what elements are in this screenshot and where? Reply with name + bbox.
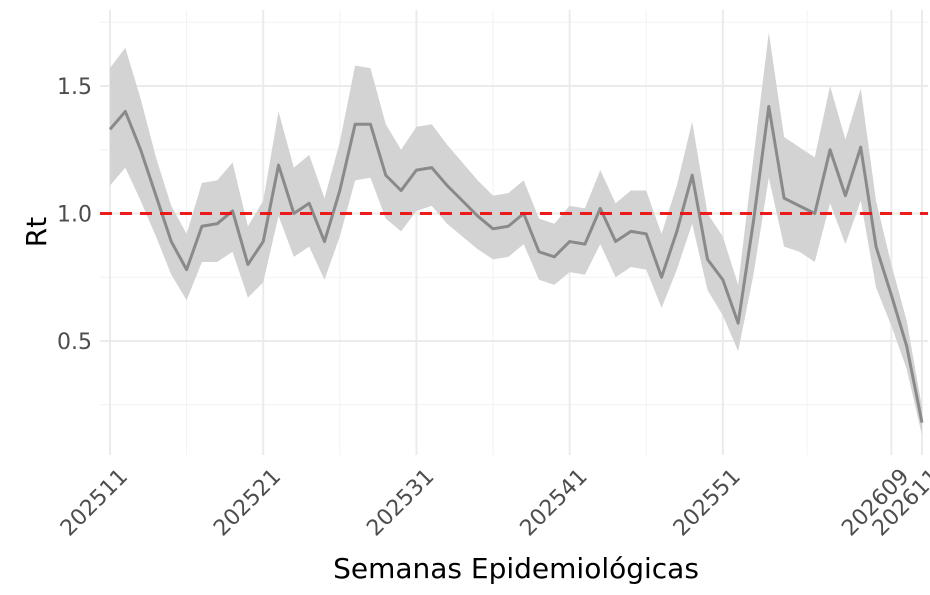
x-tick-label: 202541 (516, 464, 593, 541)
y-axis-title: Rt (20, 217, 53, 247)
x-tick-label: 202521 (209, 464, 286, 541)
x-tick-label: 202531 (362, 464, 439, 541)
line (108, 104, 924, 423)
x-tick-label: 202551 (669, 464, 746, 541)
x-axis-title: Semanas Epidemiológicas (333, 552, 699, 585)
y-tick-label: 1.0 (57, 203, 92, 228)
confidence-band (110, 32, 922, 436)
y-tick-label: 0.5 (57, 330, 92, 355)
x-tick-label: 202511 (56, 464, 133, 541)
y-tick-label: 1.5 (57, 75, 92, 100)
